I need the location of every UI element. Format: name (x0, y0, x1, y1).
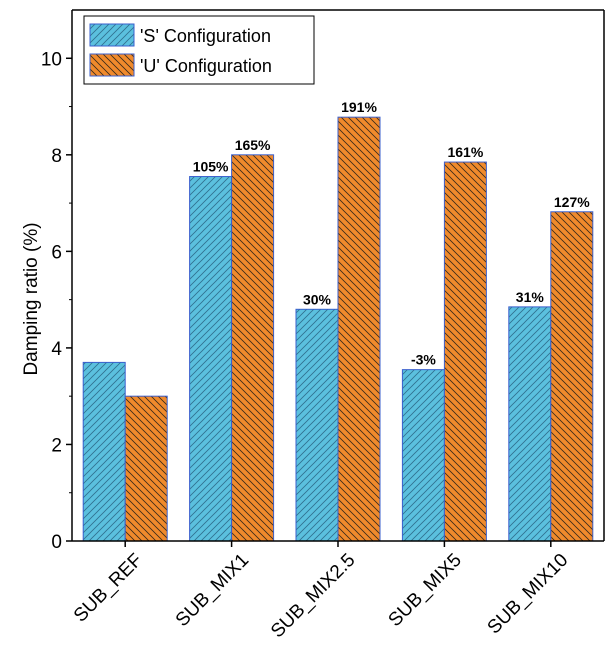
y-tick-label: 4 (51, 339, 62, 360)
y-axis-title: Damping ratio (%) (21, 222, 42, 375)
legend-swatch-u (89, 53, 135, 77)
legend-label-u: 'U' Configuration (140, 56, 272, 76)
legend: 'S' Configuration 'U' Configuration (83, 15, 315, 85)
data-label: 161% (447, 144, 483, 160)
legend-label-s: 'S' Configuration (140, 26, 271, 46)
legend-swatch-s (89, 23, 135, 47)
y-tick-label: 6 (51, 242, 62, 263)
bars-group (82, 116, 594, 542)
data-label: 127% (554, 194, 590, 210)
data-label: 30% (303, 291, 332, 307)
bar-s-sub-mix10 (508, 306, 552, 542)
y-tick-label: 8 (51, 146, 62, 167)
y-tick-label: 10 (41, 49, 62, 70)
data-label: 31% (516, 289, 545, 305)
bar-u-sub-mix10 (550, 211, 594, 542)
bar-u-sub-ref (124, 395, 168, 542)
x-tick-label: SUB_MIX5 (385, 550, 466, 631)
bar-s-sub-mix2-5 (295, 308, 339, 542)
bar-u-sub-mix2-5 (337, 116, 381, 542)
x-tick-label: SUB_MIX1 (172, 550, 253, 631)
bar-u-sub-mix5 (443, 161, 487, 542)
bar-s-sub-mix1 (189, 176, 233, 542)
y-tick-label: 0 (51, 532, 62, 553)
y-tick-label: 2 (51, 435, 62, 456)
bar-s-sub-mix5 (401, 369, 445, 542)
data-label: 165% (235, 137, 271, 153)
x-tick-label: SUB_MIX2.5 (267, 550, 360, 643)
data-label: 105% (193, 159, 229, 175)
bar-u-sub-mix1 (231, 154, 275, 542)
bar-s-sub-ref (82, 361, 126, 542)
x-tick-label: SUB_REF (70, 550, 147, 627)
data-labels-group: 105% 165% 30% 191% -3% 161% 31% 127% (193, 99, 591, 367)
data-label: -3% (411, 352, 436, 368)
x-tick-label: SUB_MIX10 (484, 550, 573, 639)
data-label: 191% (341, 99, 377, 115)
